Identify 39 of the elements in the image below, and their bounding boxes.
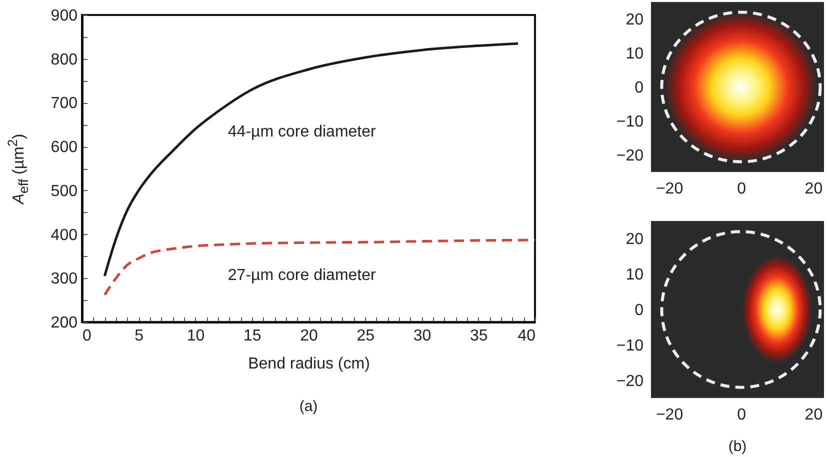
x-tick-label: 0 — [737, 180, 746, 198]
y-tick-label: 800 — [50, 51, 78, 68]
x-tick-label: 10 — [186, 328, 205, 344]
y-tick-label: 300 — [50, 270, 78, 288]
y-tick-label: 700 — [50, 95, 78, 112]
y-tick-label: −20 — [616, 148, 644, 164]
text: (b) — [728, 438, 747, 455]
y-tick-label: 0 — [634, 302, 644, 319]
line-series — [103, 238, 536, 296]
y-tick-label: 400 — [50, 226, 78, 244]
y-tick-label: 10 — [626, 266, 644, 284]
y-tick-label: 900 — [50, 8, 78, 24]
x-tick-label: 20 — [804, 406, 823, 424]
x-tick-label: 0 — [82, 328, 92, 344]
y-tick-label: −10 — [616, 114, 644, 130]
x-tick-label: 20 — [804, 180, 823, 198]
x-tick-label: 0 — [737, 406, 746, 424]
y-tick-label: −20 — [616, 372, 644, 390]
y-tick-label: 10 — [626, 46, 644, 62]
y-tick-label: 0 — [634, 80, 644, 96]
x-tick-label: 30 — [413, 328, 432, 344]
series-label: 27-µm core diameter — [228, 266, 377, 284]
y-tick-label: −10 — [616, 337, 644, 354]
x-tick-label: −20 — [656, 406, 684, 424]
x-axis-title: Bend radius (cm) — [248, 356, 370, 372]
y-tick-label: 20 — [626, 12, 644, 28]
series-label: 44-µm core diameter — [228, 123, 377, 140]
x-tick-label: 5 — [134, 328, 144, 344]
x-tick-label: 15 — [243, 328, 262, 344]
y-tick-label: 200 — [50, 314, 78, 332]
x-tick-label: 35 — [470, 328, 488, 344]
y-tick-label: 20 — [626, 231, 644, 248]
x-tick-label: 25 — [356, 328, 375, 344]
text: (a) — [299, 398, 318, 415]
x-tick-label: 40 — [518, 328, 536, 344]
x-tick-label: 20 — [300, 328, 318, 344]
x-tick-label: −20 — [656, 180, 684, 198]
y-tick-label: 600 — [50, 139, 78, 156]
y-tick-label: 500 — [50, 182, 78, 200]
